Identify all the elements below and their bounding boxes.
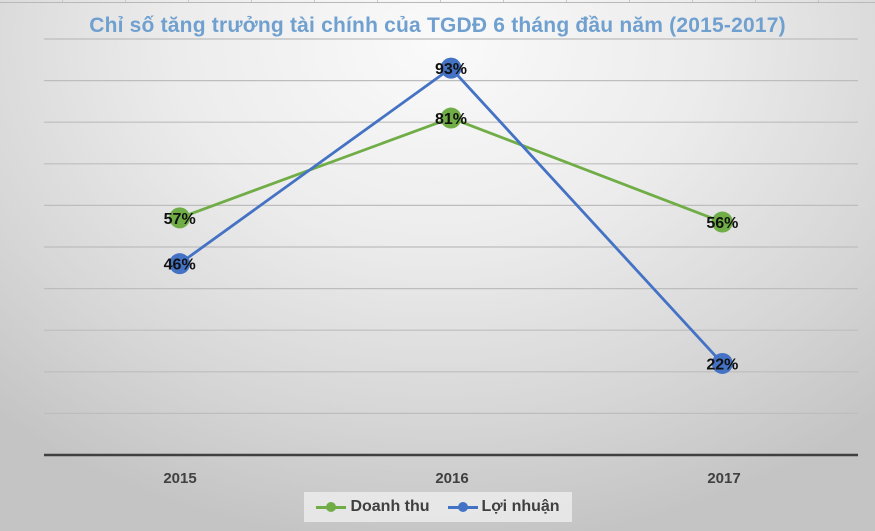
line-marker-icon xyxy=(447,502,478,512)
line-marker-icon xyxy=(316,502,347,512)
legend-label: Lợi nhuận xyxy=(481,498,560,515)
data-point-marker[interactable] xyxy=(440,107,462,129)
data-point-marker[interactable] xyxy=(711,211,733,233)
legend-item-loi-nhuan[interactable]: Lợi nhuận xyxy=(447,498,560,516)
data-label: 46% xyxy=(164,257,196,274)
x-tick-label-2017: 2017 xyxy=(707,470,741,487)
x-tick-label-2015: 2015 xyxy=(163,470,197,487)
data-label: 93% xyxy=(435,61,467,78)
data-label: 56% xyxy=(706,215,738,232)
data-label: 22% xyxy=(706,356,738,373)
chart-title: Chỉ số tăng trưởng tài chính của TGDĐ 6 … xyxy=(89,14,786,37)
data-label: 57% xyxy=(164,211,196,228)
spreadsheet-gridline-strip xyxy=(0,0,875,3)
data-point-marker[interactable] xyxy=(440,57,462,79)
data-label: 81% xyxy=(435,111,467,128)
x-tick-label-2016: 2016 xyxy=(435,470,469,487)
series-layer: 57% 81% 56% 46% 93% 22% xyxy=(164,57,738,374)
data-point-marker[interactable] xyxy=(711,352,733,374)
data-point-marker[interactable] xyxy=(169,207,191,229)
data-point-marker[interactable] xyxy=(169,253,191,275)
legend-item-doanh-thu[interactable]: Doanh thu xyxy=(316,498,430,516)
legend: Doanh thu Lợi nhuận xyxy=(304,492,572,522)
legend-label: Doanh thu xyxy=(350,498,430,515)
